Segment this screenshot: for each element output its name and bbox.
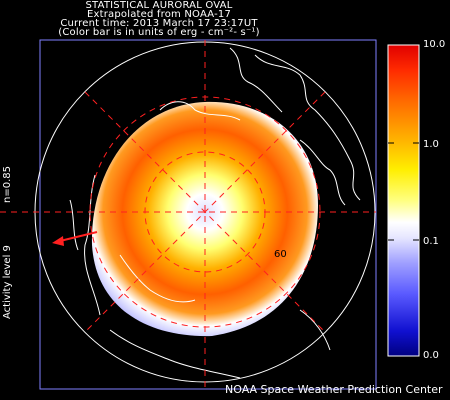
n-value-label: n=0.85 xyxy=(2,166,13,203)
colorbar-label-min: 0.0 xyxy=(423,350,439,361)
units-note: (Color bar is in units of erg - cm⁻²- s⁻… xyxy=(58,27,260,38)
colorbar-label-1: 1.0 xyxy=(423,139,439,150)
map-frame xyxy=(39,39,377,390)
data-source: Extrapolated from NOAA-17 xyxy=(86,9,232,20)
chart-title: STATISTICAL AURORAL OVAL xyxy=(85,0,233,11)
credit-footer: NOAA Space Weather Prediction Center xyxy=(225,383,443,396)
current-time: Current time: 2013 March 17 23:17UT xyxy=(60,18,258,29)
lat-lon-grid xyxy=(0,40,376,389)
colorbar-label-max: 10.0 xyxy=(423,39,446,50)
sun-direction-arrow xyxy=(52,231,98,246)
latitude-label-60: 60 xyxy=(274,249,287,260)
color-bar-ticks xyxy=(388,142,419,241)
colorbar-label-01: 0.1 xyxy=(423,236,439,247)
color-bar xyxy=(387,44,420,357)
activity-level-label: Activity level 9 xyxy=(2,245,13,319)
